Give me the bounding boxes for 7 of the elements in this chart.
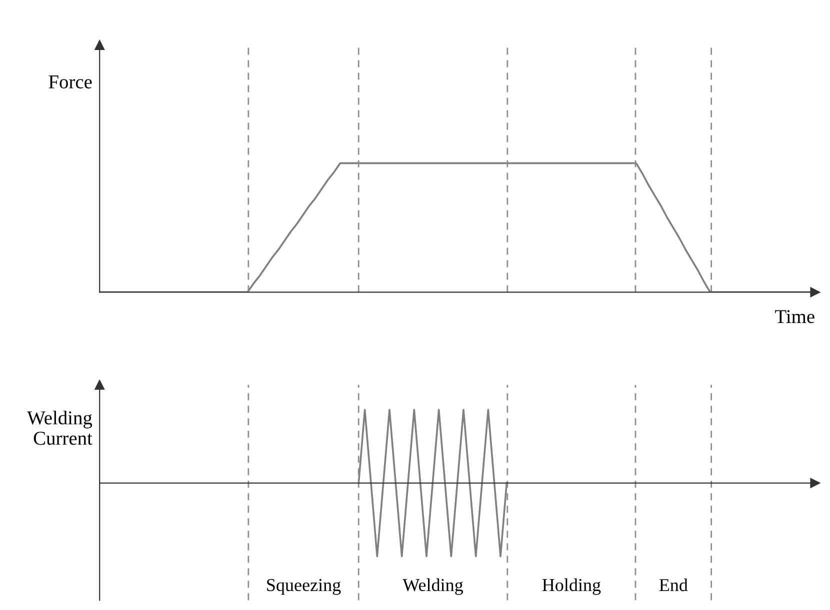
y-axis-title: Welding Current [27,410,92,445]
text: End [659,578,688,592]
text: Squeezing [267,579,341,595]
text: Welding [402,578,464,595]
text: Holding [542,578,601,595]
x-axis-title: Time [775,310,814,324]
y-axis-title: Force [48,76,92,88]
